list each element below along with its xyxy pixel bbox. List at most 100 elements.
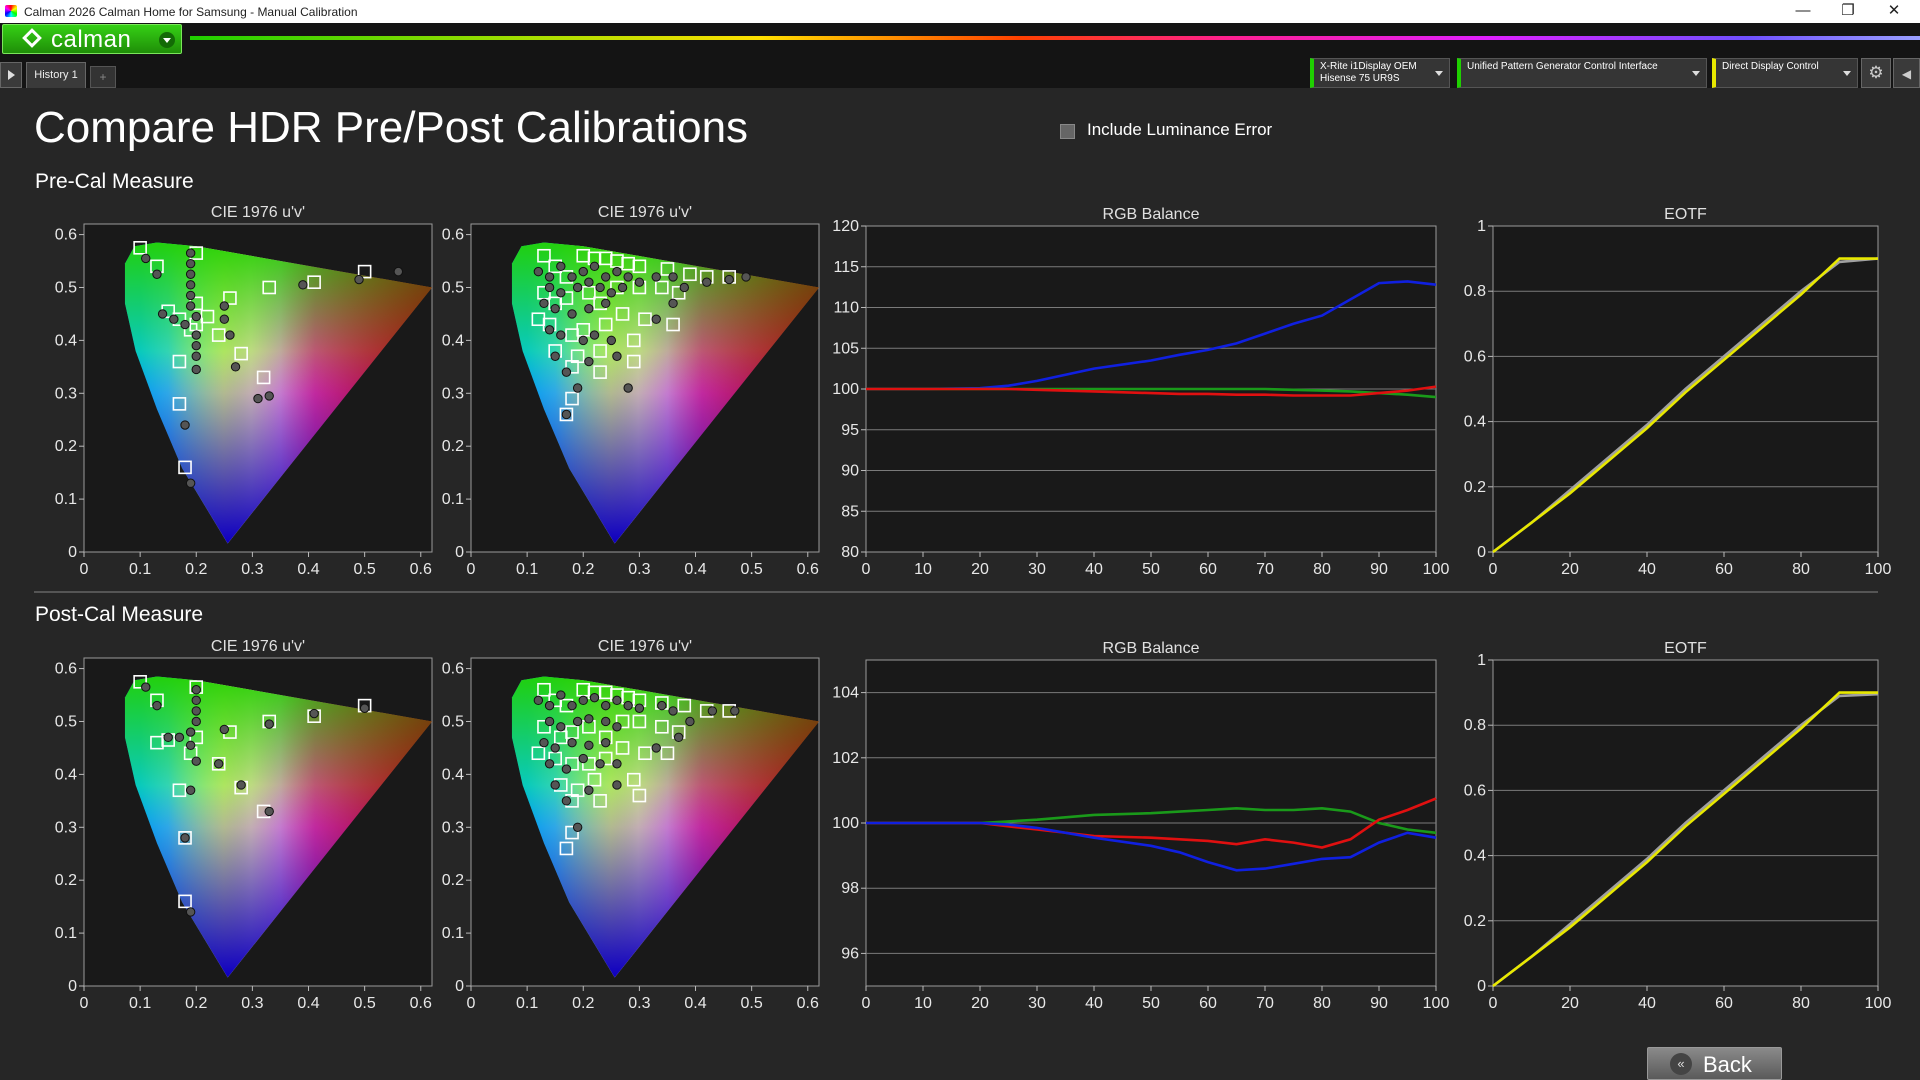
back-button[interactable]: « Back <box>1647 1047 1782 1080</box>
target-marker <box>531 746 546 761</box>
target-marker <box>655 280 669 295</box>
y-tick-label: 0 <box>1477 978 1486 995</box>
y-tick-label: 0.2 <box>55 438 77 455</box>
calman-logo-menu[interactable]: calman <box>2 24 182 54</box>
measured-point <box>567 309 577 319</box>
target-marker <box>559 841 574 856</box>
measured-point <box>219 301 230 311</box>
measured-point <box>191 340 201 351</box>
series-line <box>1492 257 1878 554</box>
y-tick-label: 0.2 <box>55 872 77 889</box>
target-marker <box>357 264 372 279</box>
measured-point <box>185 290 196 301</box>
y-tick-label: 0.6 <box>55 227 77 244</box>
x-tick-label: 10 <box>914 561 932 578</box>
target-marker <box>256 370 271 385</box>
y-tick-label: 0 <box>455 544 464 561</box>
target-marker <box>660 262 675 276</box>
meter-name: X-Rite i1Display OEM <box>1320 61 1417 72</box>
measured-point <box>544 716 555 727</box>
chart-title: CIE 1976 u'v' <box>598 638 692 655</box>
y-tick-label: 98 <box>841 880 859 897</box>
minimize-button[interactable]: — <box>1795 2 1811 19</box>
chart-title: EOTF <box>1664 640 1707 657</box>
measured-point <box>668 272 678 282</box>
measured-point <box>185 907 196 917</box>
target-marker <box>632 788 647 803</box>
close-button[interactable]: ✕ <box>1887 2 1901 19</box>
x-tick-label: 100 <box>1423 995 1450 1012</box>
measured-point <box>185 740 196 750</box>
x-tick-label: 0.1 <box>129 995 151 1012</box>
measured-point <box>191 716 201 727</box>
measured-point <box>601 700 611 711</box>
measured-point <box>595 759 605 769</box>
chart-title: CIE 1976 u'v' <box>211 204 305 221</box>
y-tick-label: 0.6 <box>442 227 464 244</box>
target-marker <box>593 344 607 358</box>
measured-point <box>668 298 678 309</box>
calman-logo-text: calman <box>51 26 132 53</box>
x-tick-label: 0.3 <box>241 561 263 578</box>
gear-icon: ⚙ <box>1868 63 1884 82</box>
x-tick-label: 0.6 <box>410 561 432 578</box>
measured-point <box>141 253 151 264</box>
post-rgb-chart: RGB Balance 96 98 100 102 104 0 10 20 30 40 50 60 70 8… <box>832 640 1449 1012</box>
x-tick-label: 0.5 <box>354 561 376 578</box>
chart-title: RGB Balance <box>1103 206 1200 223</box>
x-tick-label: 0 <box>80 995 89 1012</box>
x-tick-label: 0.5 <box>354 995 376 1012</box>
measured-point <box>685 716 695 727</box>
measured-point <box>191 311 201 322</box>
x-tick-label: 50 <box>1142 561 1160 578</box>
measured-point <box>634 277 645 287</box>
target-marker <box>638 312 652 327</box>
x-tick-label: 0 <box>1489 561 1498 578</box>
x-tick-label: 0.6 <box>797 995 819 1012</box>
y-tick-label: 115 <box>833 259 859 276</box>
target-marker <box>565 757 579 771</box>
y-tick-label: 0.1 <box>55 491 77 508</box>
measured-point <box>601 737 611 748</box>
chevron-down-icon <box>1843 71 1851 76</box>
pattern-generator-selector[interactable]: Unified Pattern Generator Control Interf… <box>1457 58 1707 88</box>
measured-point <box>236 780 246 790</box>
y-tick-label: 0.1 <box>442 925 464 942</box>
measured-point <box>612 695 622 706</box>
y-tick-label: 0 <box>68 978 77 995</box>
measured-point <box>702 277 712 287</box>
double-chevron-left-icon: « <box>1670 1053 1692 1075</box>
add-tab-button[interactable]: + <box>90 66 116 88</box>
settings-button[interactable]: ⚙ <box>1861 58 1891 88</box>
y-tick-label: 0.5 <box>442 713 464 730</box>
y-tick-label: 0.4 <box>55 766 77 783</box>
meter-profile: Hisense 75 UR9S <box>1320 73 1400 84</box>
section-divider <box>34 591 1878 593</box>
meter-selector[interactable]: X-Rite i1Display OEM Hisense 75 UR9S <box>1310 58 1450 88</box>
target-marker <box>307 275 321 289</box>
display-control-selector[interactable]: Direct Display Control <box>1712 58 1858 88</box>
calman-app-icon <box>5 5 17 17</box>
target-marker <box>559 407 574 422</box>
measured-point <box>584 303 594 314</box>
measured-point <box>556 690 566 700</box>
chevron-down-icon[interactable] <box>159 32 175 48</box>
x-tick-label: 0.6 <box>797 561 819 578</box>
tab-history-1[interactable]: History 1 <box>26 62 86 88</box>
measured-point <box>572 822 583 832</box>
y-tick-label: 102 <box>832 750 859 767</box>
x-tick-label: 80 <box>1792 561 1810 578</box>
x-tick-label: 0 <box>1489 995 1498 1012</box>
play-button[interactable] <box>0 62 22 88</box>
measured-point <box>185 280 196 290</box>
x-tick-label: 20 <box>971 561 989 578</box>
rainbow-bar <box>190 36 1920 40</box>
maximize-button[interactable]: ❐ <box>1841 2 1855 19</box>
measured-point <box>185 269 196 279</box>
target-marker <box>537 682 551 697</box>
include-luminance-checkbox[interactable] <box>1060 124 1075 139</box>
measured-point <box>741 272 751 282</box>
measured-point <box>730 706 740 716</box>
measured-point <box>169 314 179 324</box>
y-tick-label: 95 <box>841 422 859 439</box>
